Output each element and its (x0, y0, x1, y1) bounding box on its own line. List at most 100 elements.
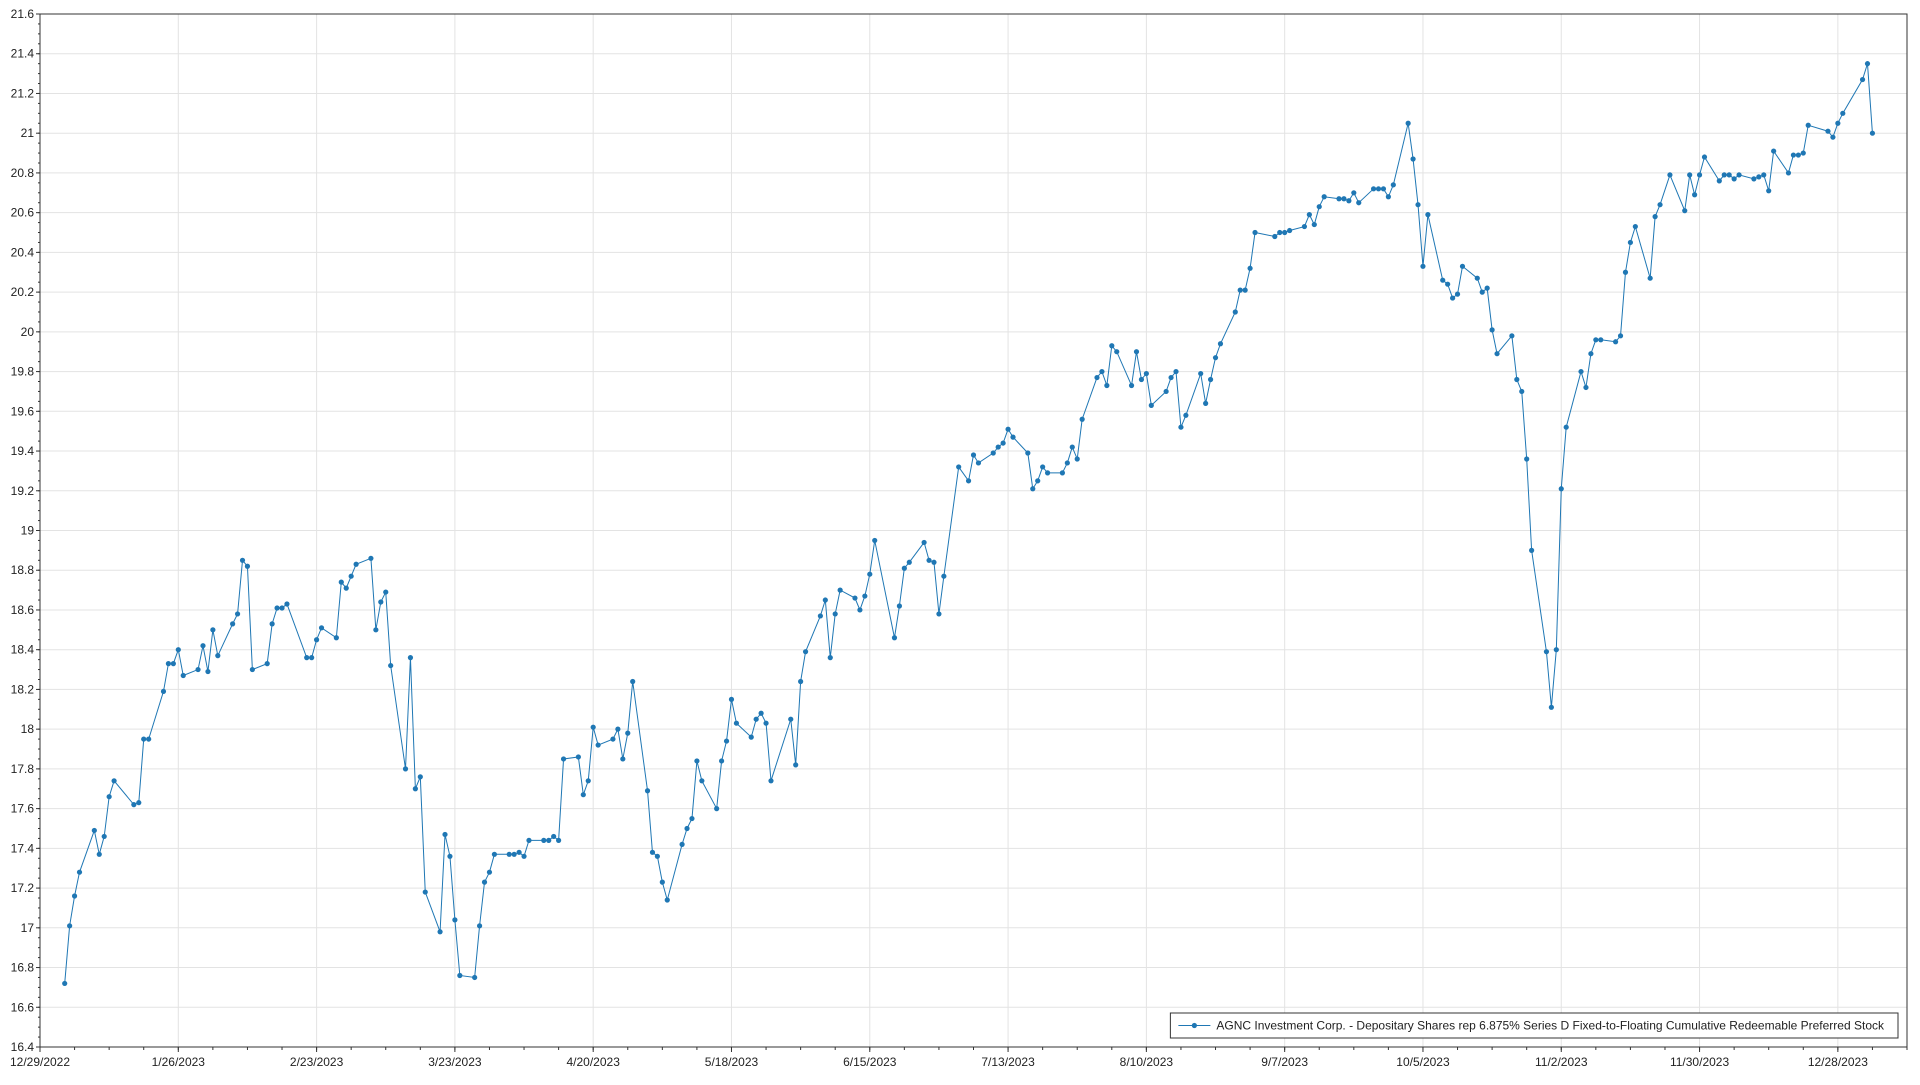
data-point (526, 837, 532, 844)
data-point (1321, 194, 1327, 200)
data-point (1237, 287, 1243, 293)
data-point (486, 869, 493, 875)
data-point (659, 879, 665, 885)
data-point (1790, 152, 1796, 158)
data-point (1459, 263, 1466, 269)
x-tick-label: 12/29/2022 (10, 1055, 70, 1069)
y-tick-label: 18.4 (11, 643, 35, 657)
data-point (590, 724, 596, 730)
data-point (417, 774, 423, 780)
data-point (76, 869, 83, 875)
data-point (1173, 368, 1179, 375)
data-point (1795, 152, 1801, 158)
data-point (1647, 275, 1653, 281)
data-point (1543, 649, 1550, 655)
legend-label: AGNC Investment Corp. - Depositary Share… (1216, 1019, 1885, 1033)
data-point (106, 794, 112, 800)
data-point (1178, 424, 1184, 430)
y-tick-label: 16.4 (11, 1040, 35, 1054)
data-point (1617, 333, 1624, 339)
data-point (1657, 202, 1663, 208)
data-point (1474, 275, 1480, 281)
data-point (412, 786, 418, 792)
y-tick-label: 18.8 (11, 563, 35, 577)
data-point (832, 611, 838, 617)
data-point (472, 974, 478, 981)
data-point (852, 595, 858, 601)
data-point (822, 597, 828, 603)
data-point (714, 806, 720, 812)
data-point (1242, 287, 1248, 293)
data-point (1390, 182, 1396, 188)
data-point (625, 730, 631, 736)
data-point (244, 563, 251, 569)
data-point (936, 611, 942, 617)
data-point (1484, 285, 1490, 291)
data-point (1736, 172, 1742, 178)
x-tick-label: 7/13/2023 (981, 1055, 1035, 1069)
data-point (304, 655, 310, 661)
y-tick-label: 17.8 (11, 762, 35, 776)
data-point (373, 627, 379, 633)
data-point (802, 649, 809, 655)
data-point (476, 923, 483, 929)
data-point (575, 754, 581, 760)
data-point (891, 635, 898, 641)
data-point (817, 613, 823, 619)
data-point (1598, 337, 1604, 343)
data-point (1425, 212, 1431, 218)
data-point (970, 452, 977, 458)
data-point (896, 603, 903, 609)
data-point (521, 853, 527, 859)
data-point (1869, 130, 1876, 136)
data-point (1622, 269, 1629, 275)
data-point (926, 557, 932, 563)
data-point (1756, 174, 1762, 180)
data-point (1346, 198, 1352, 204)
data-point (1489, 327, 1495, 333)
data-point (313, 637, 320, 643)
data-point (452, 917, 458, 923)
data-point (546, 837, 552, 844)
data-point (1207, 376, 1214, 383)
legend-box (1169, 1012, 1899, 1039)
data-point (1840, 110, 1846, 116)
data-point (728, 696, 735, 702)
data-point (1558, 486, 1564, 492)
data-point (422, 889, 428, 895)
data-point (1079, 416, 1085, 422)
data-point (654, 853, 660, 859)
data-point (684, 825, 690, 832)
data-point (1059, 470, 1065, 476)
data-point (200, 643, 206, 649)
data-point (457, 972, 463, 979)
data-point (378, 599, 384, 605)
y-tick-label: 21.2 (11, 86, 35, 100)
data-point (1825, 128, 1831, 134)
legend[interactable]: AGNC Investment Corp. - Depositary Share… (1169, 1012, 1899, 1039)
data-point (1351, 190, 1357, 196)
series-layer (62, 61, 1876, 987)
y-tick-label: 20.6 (11, 206, 35, 220)
y-tick-label: 20.4 (11, 245, 35, 259)
data-point (1553, 647, 1559, 653)
data-point (630, 678, 636, 685)
data-point (837, 587, 843, 593)
data-point (239, 557, 246, 563)
data-point (753, 716, 759, 722)
data-point (995, 444, 1001, 450)
data-point (447, 853, 453, 859)
data-point (1277, 229, 1283, 236)
data-point (1761, 172, 1767, 178)
data-point (101, 833, 107, 840)
data-point (1035, 478, 1041, 484)
data-point (1380, 186, 1387, 192)
data-point (249, 666, 255, 673)
data-point (901, 565, 907, 571)
data-point (990, 450, 996, 456)
data-point (353, 561, 359, 567)
data-point (768, 778, 774, 784)
data-point (1375, 186, 1382, 192)
